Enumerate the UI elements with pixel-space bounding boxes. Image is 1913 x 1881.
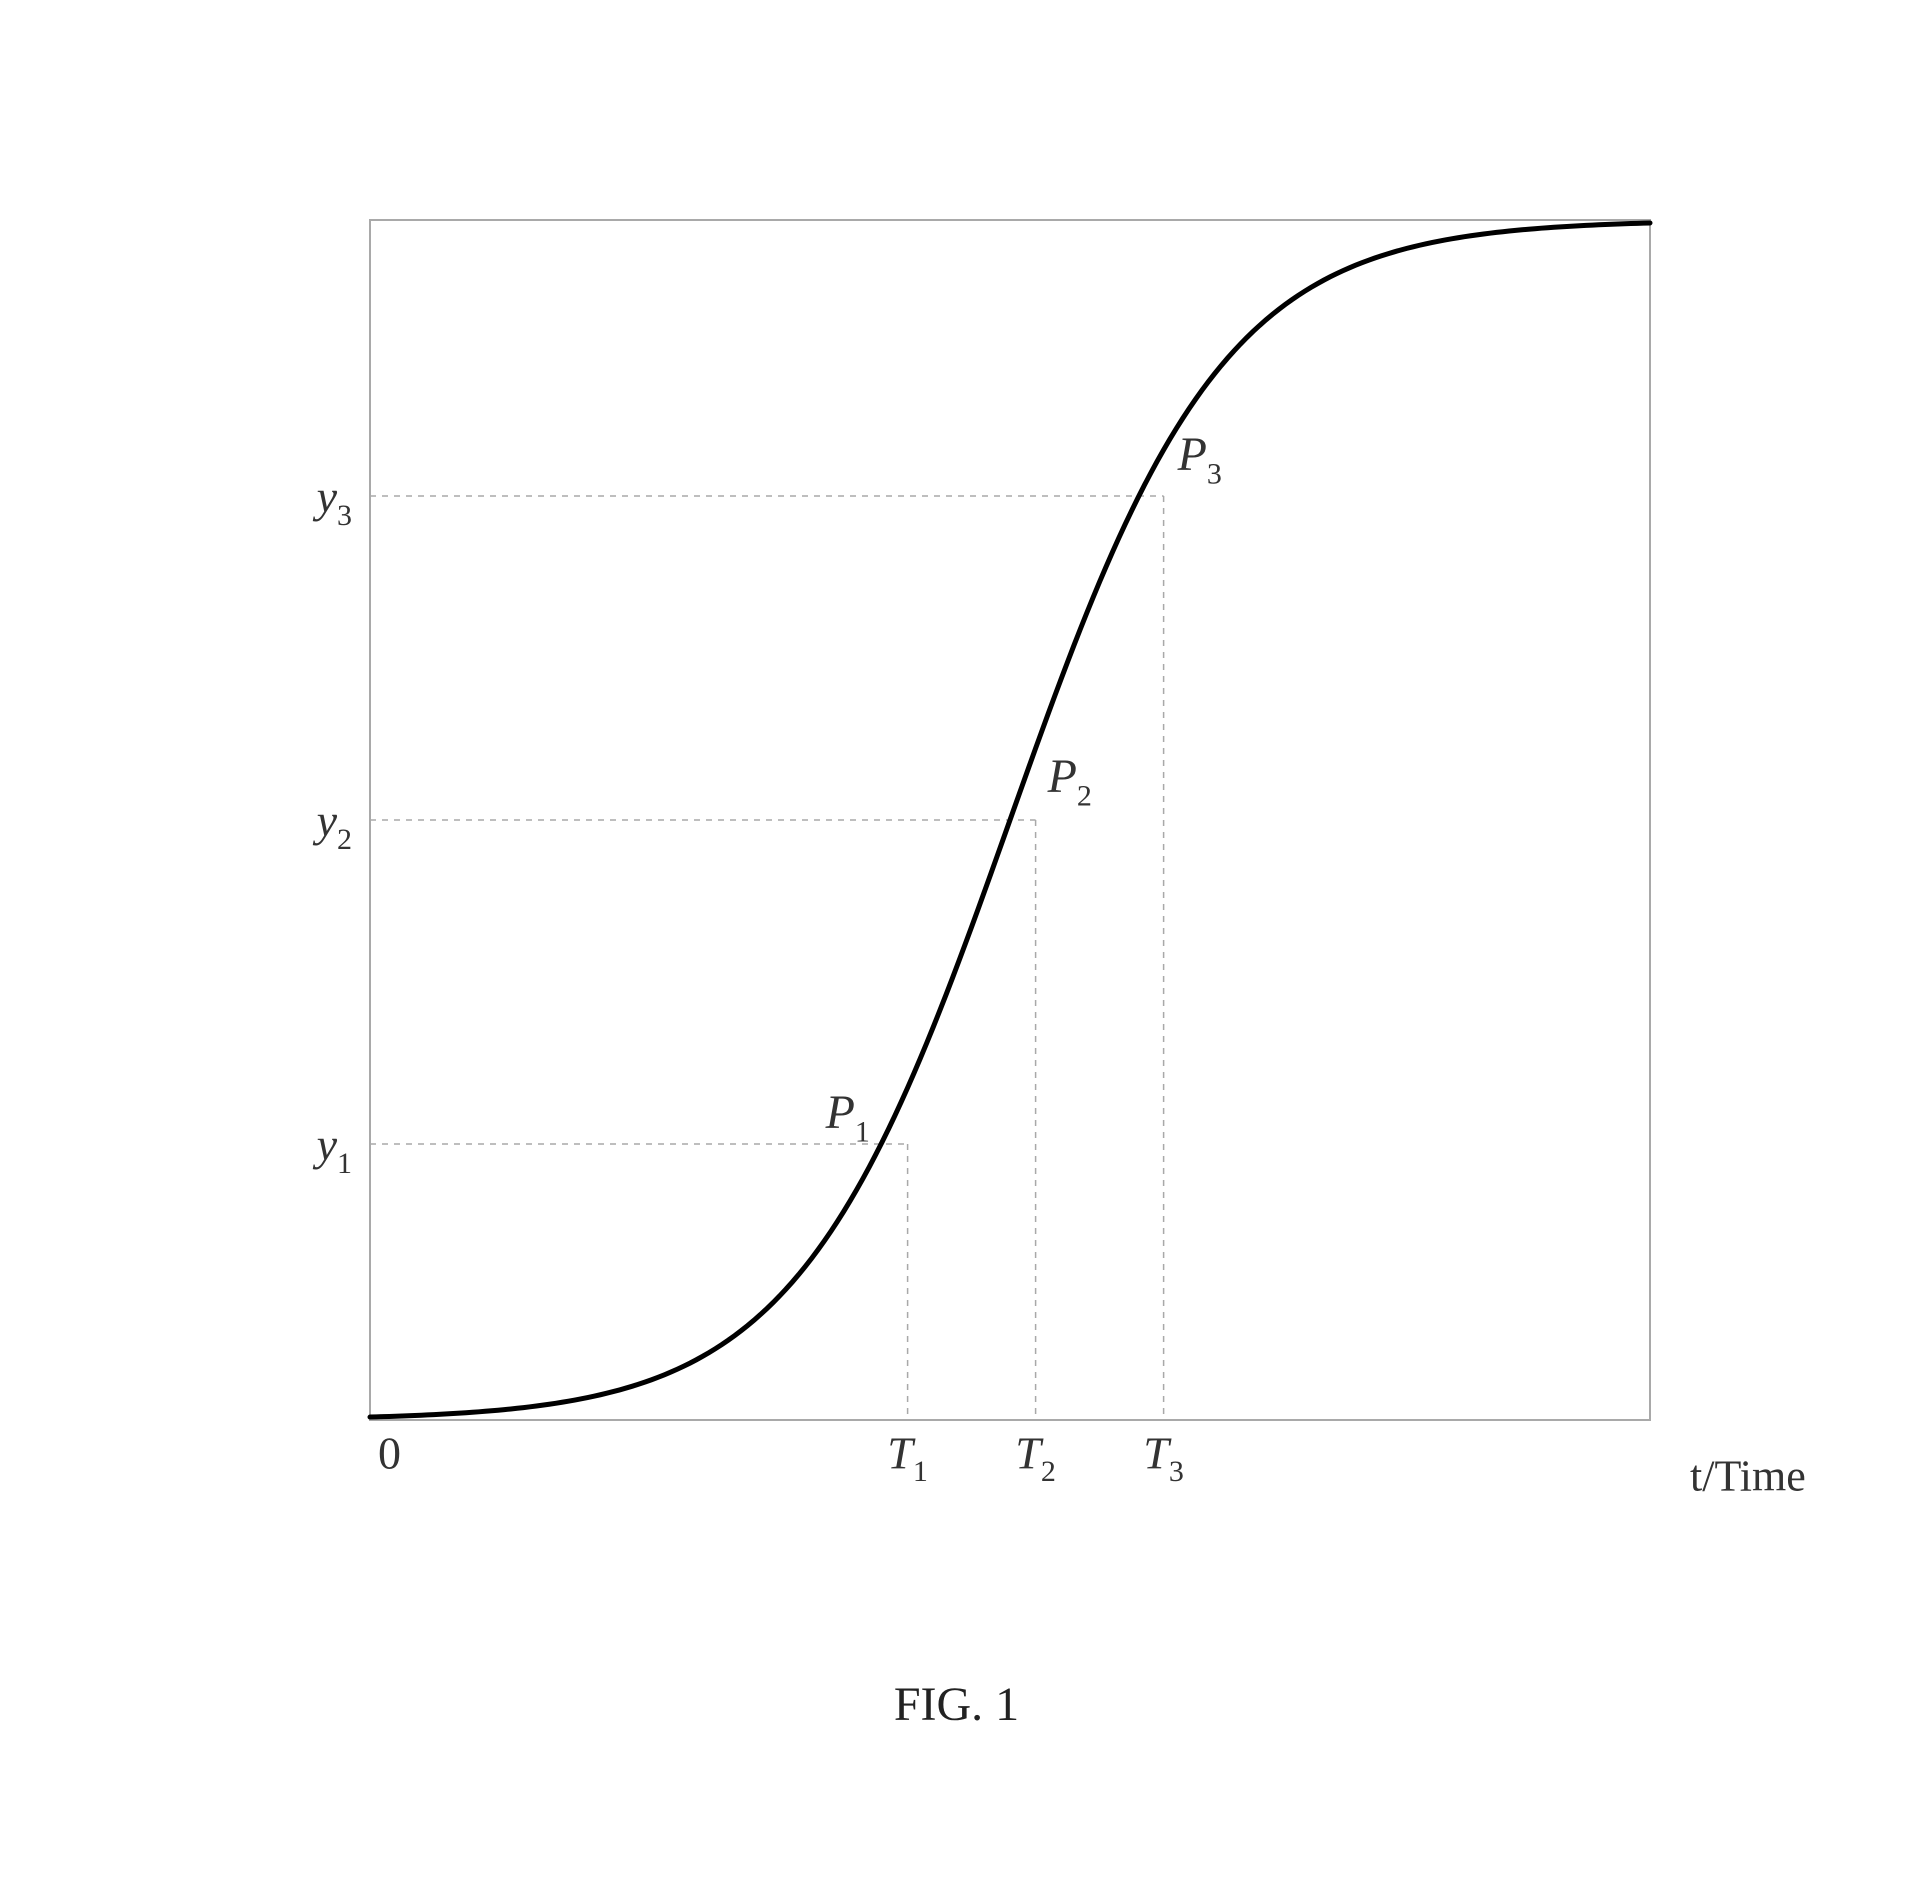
origin-label: 0 bbox=[378, 1427, 401, 1478]
figure-svg: 0 T1T2T3 y1y2y3 P1P2P3 t/Time FIG. 1 bbox=[0, 0, 1913, 1881]
x-axis-label: t/Time bbox=[1690, 1451, 1806, 1500]
figure-background bbox=[0, 0, 1913, 1881]
figure-caption: FIG. 1 bbox=[894, 1678, 1019, 1731]
